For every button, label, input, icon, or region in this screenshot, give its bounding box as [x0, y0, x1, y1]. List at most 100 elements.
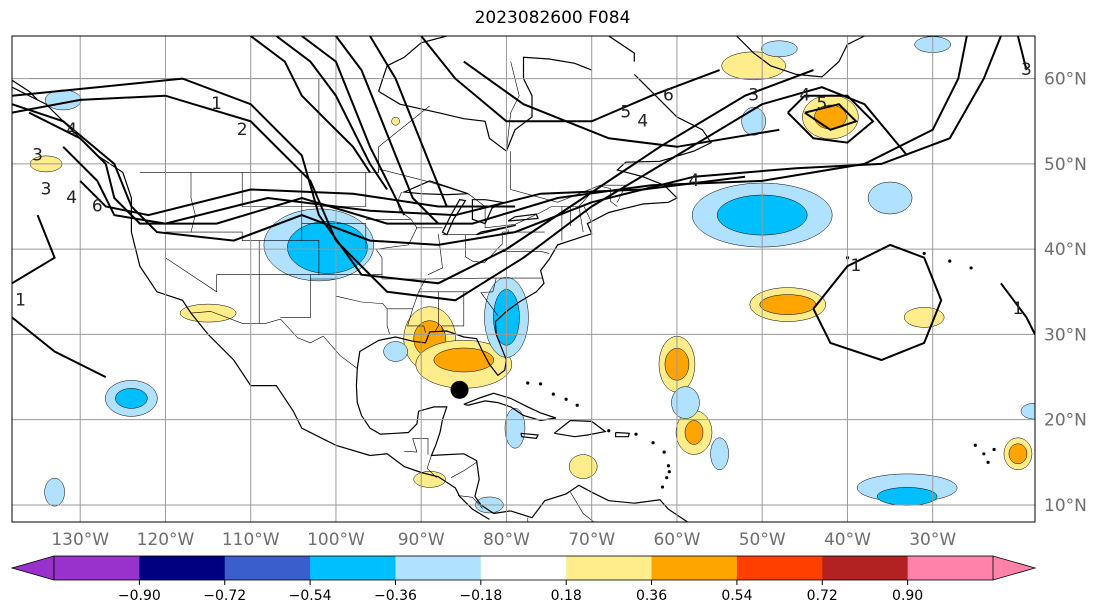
- island-7: [651, 441, 655, 445]
- island-8: [526, 381, 530, 385]
- lon-tick-label-0: 130°W: [51, 530, 109, 550]
- lat-tick-label-2: 40°N: [1044, 240, 1087, 260]
- colorbar-tick-label-4: −0.18: [459, 588, 502, 604]
- contour-label-16: 1: [1013, 299, 1024, 319]
- border-40: [404, 438, 429, 455]
- anomaly-blob-34: [413, 471, 446, 488]
- colorbar-under-arrow: [10, 555, 55, 581]
- anomaly-blob-11: [759, 294, 817, 315]
- contour-line-2: [12, 36, 1002, 246]
- border-41: [426, 455, 437, 478]
- island-11: [564, 397, 568, 401]
- lat-tick-label-0: 60°N: [1044, 70, 1087, 90]
- island-3: [667, 470, 671, 474]
- coastline-12: [1034, 465, 1035, 467]
- coastline-6: [553, 419, 607, 438]
- colorbar-segment-1: [139, 556, 226, 580]
- contour-label-15: 1: [15, 290, 26, 310]
- contour-line-19: [1016, 36, 1028, 71]
- colorbar-outline: [53, 555, 994, 581]
- anomaly-blob-40: [1020, 402, 1035, 420]
- contour-line-13: [420, 36, 720, 123]
- contour-label-0: 1: [211, 94, 222, 114]
- colorbar-tick-label-2: −0.54: [289, 588, 332, 604]
- storm-marker-dot: [450, 380, 469, 399]
- contour-label-9: 6: [663, 86, 674, 106]
- colorbar-tick-label-7: 0.54: [721, 588, 752, 604]
- colorbar-segment-3: [310, 556, 396, 580]
- lon-tick-label-2: 110°W: [222, 530, 280, 550]
- contour-line-6: [12, 214, 56, 285]
- border-42: [450, 462, 477, 478]
- contour-line-17: [812, 243, 943, 362]
- contour-label-13: 4: [689, 171, 700, 191]
- lake-outline-3: [476, 224, 516, 236]
- lon-tick-label-5: 80°W: [483, 530, 530, 550]
- contour-line-12: [369, 36, 448, 207]
- anomaly-blob-26: [867, 181, 913, 215]
- contour-line-16: [804, 103, 858, 131]
- colorbar-segment-10: [907, 556, 994, 580]
- contour-label-17: 3: [1021, 60, 1032, 80]
- coastline-2: [355, 368, 511, 515]
- colorbar-tick-label-9: 0.90: [892, 588, 923, 604]
- island-22: [973, 443, 977, 447]
- anomaly-blob-37: [383, 341, 408, 362]
- contour-label-2: 3: [32, 145, 43, 165]
- colorbar-segment-7: [651, 556, 738, 580]
- island-14: [922, 251, 926, 256]
- colorbar: [10, 555, 1037, 581]
- island-18: [1055, 350, 1058, 353]
- island-20: [982, 452, 986, 456]
- contour-label-1: 2: [237, 120, 248, 140]
- contour-line-3: [28, 36, 968, 225]
- island-23: [992, 447, 996, 452]
- colorbar-segment-5: [480, 556, 567, 580]
- colorbar-segment-9: [822, 556, 909, 580]
- colorbar-over-arrow: [992, 555, 1037, 581]
- anomaly-blob-17: [684, 420, 704, 445]
- lon-tick-label-8: 50°W: [739, 530, 786, 550]
- border-29: [578, 206, 584, 233]
- colorbar-tick-label-1: −0.72: [203, 588, 246, 604]
- island-9: [538, 382, 543, 386]
- contour-line-9: [275, 36, 388, 191]
- colorbar-tick-label-6: 0.36: [636, 588, 667, 604]
- colorbar-tick-label-5: 0.18: [551, 588, 582, 604]
- coastline-8: [520, 432, 539, 440]
- colorbar-tick-labels: −0.90 −0.72 −0.54 −0.36 −0.18 0.18 0.36 0.54 0.7…: [118, 580, 923, 604]
- border-1: [190, 311, 358, 369]
- anomaly-blob-22: [741, 107, 766, 136]
- colorbar-segment-0: [54, 556, 140, 580]
- contour-label-4: 3: [41, 179, 52, 199]
- island-1: [662, 450, 666, 454]
- contour-label-6: 6: [92, 197, 103, 217]
- island-17: [1046, 347, 1049, 350]
- map-frame: [11, 35, 1036, 523]
- storm-position-marker: [450, 380, 469, 399]
- coastline-11: [608, 36, 635, 62]
- lon-tick-label-6: 70°W: [568, 530, 615, 550]
- island-19: [1042, 310, 1045, 313]
- anomaly-blob-31: [903, 307, 945, 328]
- lat-tick-label-5: 10°N: [1044, 496, 1087, 516]
- lon-tick-label-4: 90°W: [398, 530, 445, 550]
- lat-tick-label-1: 50°N: [1044, 155, 1087, 175]
- island-16: [969, 266, 973, 270]
- anomaly-blob-20: [115, 388, 148, 409]
- lon-tick-label-9: 40°W: [824, 530, 871, 550]
- contour-label-5: 4: [66, 188, 77, 208]
- border-18: [434, 291, 439, 333]
- border-45: [570, 492, 595, 522]
- anomaly-blob-23: [504, 407, 526, 449]
- latitude-tick-labels: 60°N 50°N 40°N 30°N 20°N 10°N: [1044, 70, 1087, 516]
- border-19: [441, 291, 465, 332]
- colorbar-segment-6: [566, 556, 653, 580]
- colorbar-tick-label-8: 0.72: [807, 588, 838, 604]
- island-4: [665, 476, 669, 480]
- anomaly-blob-30: [1008, 443, 1028, 465]
- contour-line-4: [62, 146, 746, 225]
- island-10: [551, 392, 555, 396]
